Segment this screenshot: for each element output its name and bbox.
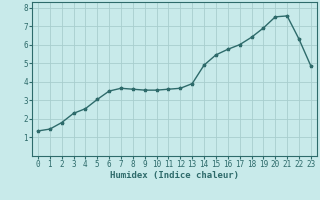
X-axis label: Humidex (Indice chaleur): Humidex (Indice chaleur) xyxy=(110,171,239,180)
